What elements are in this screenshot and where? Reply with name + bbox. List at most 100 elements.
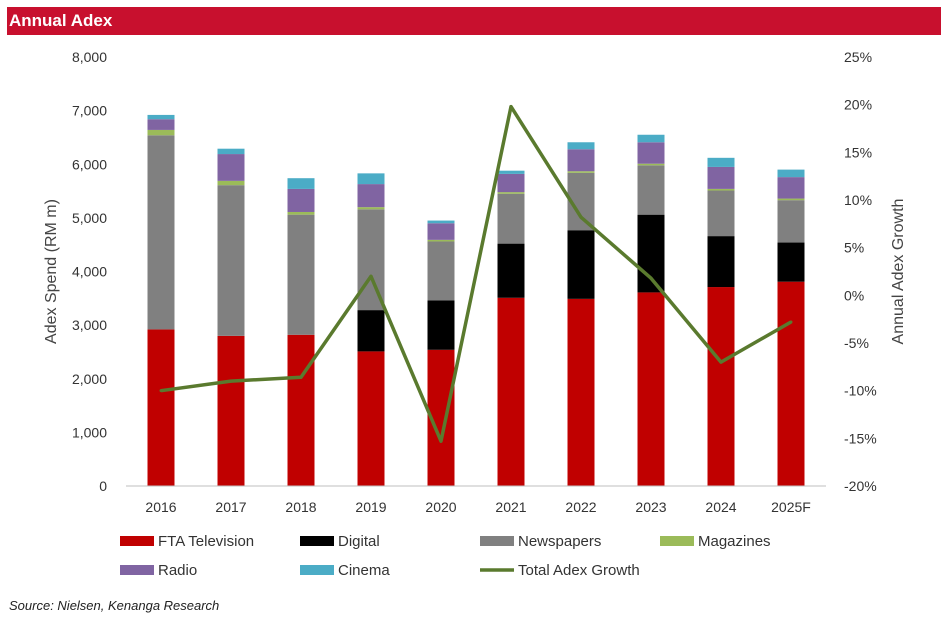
x-tick-label: 2023 xyxy=(635,499,666,515)
bar-segment-fta-television xyxy=(287,334,315,486)
bar-segment-digital xyxy=(707,236,735,288)
y-right-tick-label: 0% xyxy=(844,287,864,303)
legend-label-radio: Radio xyxy=(158,562,197,579)
y-left-tick-label: 5,000 xyxy=(72,210,107,226)
bar-segment-cinema xyxy=(777,169,805,178)
bar-segment-cinema xyxy=(497,170,525,174)
bar-segment-fta-television xyxy=(217,335,245,486)
bar-segment-cinema xyxy=(357,173,385,185)
bar-segment-radio xyxy=(287,188,315,212)
bar-segment-magazines xyxy=(567,171,595,173)
bar-segment-cinema xyxy=(707,157,735,167)
bar-segment-digital xyxy=(427,300,455,350)
legend-label-cinema: Cinema xyxy=(338,562,390,579)
bar-segment-magazines xyxy=(217,180,245,186)
x-tick-label: 2020 xyxy=(425,499,456,515)
bar-segment-digital xyxy=(357,310,385,352)
y-right-tick-label: 5% xyxy=(844,240,864,256)
bar-segment-magazines xyxy=(777,198,805,201)
bar-segment-cinema xyxy=(637,134,665,143)
bar-segment-radio xyxy=(357,184,385,208)
bar-segment-newspapers xyxy=(637,165,665,215)
y-right-tick-label: -20% xyxy=(844,478,877,494)
bar-segment-radio xyxy=(147,119,175,130)
legend-label-newspapers: Newspapers xyxy=(518,533,601,550)
x-tick-label: 2018 xyxy=(285,499,316,515)
growth-point xyxy=(789,320,793,324)
y-left-tick-label: 0 xyxy=(99,478,107,494)
bar-segment-radio xyxy=(217,154,245,181)
bar-segment-radio xyxy=(567,149,595,172)
bar-segment-fta-television xyxy=(497,297,525,486)
growth-point xyxy=(159,389,163,393)
legend-label-fta-television: FTA Television xyxy=(158,533,254,550)
x-tick-label: 2021 xyxy=(495,499,526,515)
growth-point xyxy=(649,276,653,280)
bar-segment-fta-television xyxy=(707,287,735,486)
x-tick-label: 2017 xyxy=(215,499,246,515)
x-tick-label: 2022 xyxy=(565,499,596,515)
bar-segment-magazines xyxy=(637,163,665,166)
legend-swatch-digital xyxy=(300,536,334,546)
y-left-tick-label: 1,000 xyxy=(72,424,107,440)
y-right-tick-label: -10% xyxy=(844,383,877,399)
y-left-tick-label: 2,000 xyxy=(72,371,107,387)
y-left-tick-label: 7,000 xyxy=(72,103,107,119)
source-note: Source: Nielsen, Kenanga Research xyxy=(9,598,220,613)
legend-swatch-cinema xyxy=(300,565,334,575)
bar-segment-fta-television xyxy=(357,351,385,486)
legend-swatch-radio xyxy=(120,565,154,575)
bar-segment-digital xyxy=(497,243,525,298)
y-right-tick-label: -15% xyxy=(844,430,877,446)
chart-title: Annual Adex xyxy=(7,7,941,35)
bar-segment-cinema xyxy=(567,142,595,150)
y-right-tick-label: 25% xyxy=(844,49,872,65)
bar-segment-magazines xyxy=(147,129,175,136)
bar-segment-newspapers xyxy=(287,214,315,335)
legend-swatch-magazines xyxy=(660,536,694,546)
y-left-tick-label: 8,000 xyxy=(72,49,107,65)
bar-segment-newspapers xyxy=(427,241,455,301)
y-right-tick-label: 10% xyxy=(844,192,872,208)
bar-segment-newspapers xyxy=(707,190,735,237)
bar-segment-fta-television xyxy=(147,329,175,486)
bar-segment-newspapers xyxy=(777,200,805,243)
growth-point xyxy=(719,360,723,364)
x-tick-label: 2024 xyxy=(705,499,736,515)
y-right-axis-label: Annual Adex Growth xyxy=(890,199,907,345)
y-left-tick-label: 6,000 xyxy=(72,156,107,172)
legend-label-digital: Digital xyxy=(338,533,380,550)
bar-segment-digital xyxy=(567,230,595,299)
legend-label-magazines: Magazines xyxy=(698,533,771,550)
bar-segment-magazines xyxy=(357,207,385,210)
y-right-tick-label: 15% xyxy=(844,144,872,160)
growth-point xyxy=(229,379,233,383)
bar-segment-magazines xyxy=(287,211,315,215)
growth-point xyxy=(509,105,513,109)
bar-segment-radio xyxy=(637,142,665,164)
bar-segment-cinema xyxy=(287,178,315,189)
bar-segment-cinema xyxy=(147,114,175,120)
legend-swatch-newspapers xyxy=(480,536,514,546)
bar-segment-newspapers xyxy=(497,193,525,244)
bar-segment-newspapers xyxy=(147,135,175,330)
bar-segment-cinema xyxy=(217,148,245,155)
x-tick-label: 2025F xyxy=(771,499,811,515)
bar-segment-magazines xyxy=(497,192,525,194)
bar-segment-radio xyxy=(707,166,735,189)
bar-segment-newspapers xyxy=(217,185,245,336)
bar-segment-fta-television xyxy=(777,281,805,486)
legend-label-total-adex-growth: Total Adex Growth xyxy=(518,562,640,579)
growth-line xyxy=(160,104,792,443)
bar-segment-radio xyxy=(777,177,805,199)
bar-segment-magazines xyxy=(707,188,735,191)
bar-segment-digital xyxy=(777,242,805,282)
bar-segment-fta-television xyxy=(637,292,665,486)
bar-segment-cinema xyxy=(427,220,455,224)
y-left-axis-label: Adex Spend (RM m) xyxy=(43,199,60,344)
y-left-tick-label: 3,000 xyxy=(72,317,107,333)
legend-swatch-fta-television xyxy=(120,536,154,546)
y-right-tick-label: 20% xyxy=(844,97,872,113)
bar-segment-radio xyxy=(497,173,525,193)
